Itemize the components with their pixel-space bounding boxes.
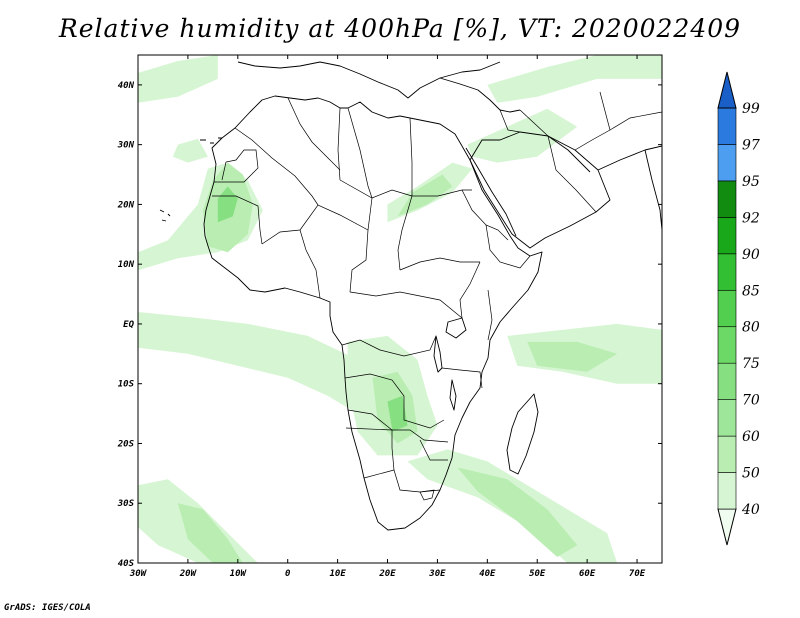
colorbar-segment	[717, 253, 737, 291]
europe-coastline	[237, 61, 501, 99]
colorbar-level-label: 90	[742, 247, 760, 263]
humidity-region-8	[527, 341, 618, 372]
lake-malawi	[449, 379, 457, 411]
lat-tick-label: 40N	[118, 81, 135, 91]
madagascar-coastline	[506, 393, 539, 475]
lat-tick-label: 20S	[117, 439, 135, 449]
colorbar-segment	[717, 435, 737, 473]
colorbar-level-label: 40	[741, 502, 760, 518]
humidity-field	[138, 55, 662, 563]
colorbar-segment	[717, 180, 737, 218]
colorbar-level-label: 50	[742, 466, 760, 482]
colorbar-segment	[717, 217, 737, 255]
colorbar-top-triangle	[717, 71, 737, 109]
colorbar-segment	[717, 289, 737, 328]
lat-tick-label: 10S	[118, 380, 135, 390]
lon-tick-label: 60E	[579, 569, 596, 579]
humidity-region-6	[387, 395, 408, 432]
colorbar-segment	[717, 144, 737, 182]
colorbar-level-label: 75	[742, 356, 760, 372]
lon-tick-label: 20E	[378, 569, 396, 579]
humidity-region-14	[397, 174, 453, 217]
colorbar-bottom-triangle	[717, 508, 737, 546]
lon-tick-label: 50E	[529, 569, 546, 579]
colorbar: 40 50 60 70 75 80 85 90 92 95 97 99	[717, 71, 760, 546]
persian-gulf	[547, 135, 591, 173]
humidity-region-18	[172, 138, 208, 163]
canary-islands	[200, 137, 222, 144]
lat-tick-label: 30N	[117, 141, 135, 151]
colorbar-segment	[717, 362, 737, 400]
colorbar-level-label: 60	[742, 429, 760, 445]
humidity-region-10	[457, 467, 578, 557]
lat-tick-label: 30S	[117, 499, 135, 509]
colorbar-level-label: 70	[742, 393, 760, 409]
lat-tick-label: EQ	[123, 320, 134, 330]
colorbar-segment	[717, 326, 737, 364]
lon-tick-label: 10W	[230, 569, 248, 579]
red-sea-coast	[465, 147, 517, 237]
country-borders	[212, 91, 662, 501]
colorbar-level-label: 95	[742, 174, 760, 190]
grads-credit: GrADS: IGES/COLA	[4, 603, 91, 613]
colorbar-level-label: 99	[742, 101, 760, 117]
lon-tick-label: 20W	[179, 569, 198, 579]
lon-tick-label: 40E	[479, 569, 496, 579]
humidity-region-16	[138, 55, 218, 103]
africa-coastline	[203, 95, 543, 531]
humidity-region-3	[217, 186, 238, 223]
humidity-region-12	[177, 503, 243, 563]
humidity-region-17	[487, 55, 662, 103]
colorbar-level-label: 92	[742, 210, 760, 226]
colorbar-level-label: 85	[742, 283, 760, 299]
colorbar-segment	[717, 472, 737, 510]
colorbar-segment	[717, 107, 737, 145]
lake-tanganyika	[433, 335, 443, 373]
lat-tick-label: 20N	[117, 200, 135, 210]
axes: 30W 20W 10W 0 10E 20E 30E 40E 50E 60E 70E 40N 30N 20N…	[117, 55, 662, 579]
arabia-coastline	[469, 131, 611, 249]
plot-frame	[137, 54, 663, 564]
mediterranean-east	[439, 77, 521, 113]
colorbar-segment	[717, 399, 737, 437]
asia-coast	[597, 145, 662, 171]
lon-tick-label: 30E	[428, 569, 446, 579]
india-coast	[644, 149, 662, 231]
lat-tick-label: 10N	[118, 260, 135, 270]
lake-victoria	[445, 317, 467, 339]
humidity-region-15	[467, 108, 578, 163]
lat-tick-label: 40S	[118, 559, 135, 569]
lon-tick-label: 0	[285, 569, 291, 579]
lon-tick-label: 70E	[629, 569, 646, 579]
map-title: Relative humidity at 400hPa [%], VT: 202…	[58, 14, 742, 43]
coastlines	[159, 61, 662, 531]
lon-tick-label: 30W	[129, 569, 148, 579]
humidity-region-0	[138, 312, 358, 414]
cape-verde	[159, 209, 171, 222]
colorbar-level-label: 80	[742, 320, 760, 336]
colorbar-level-label: 97	[742, 137, 760, 153]
lon-tick-label: 10E	[329, 569, 346, 579]
